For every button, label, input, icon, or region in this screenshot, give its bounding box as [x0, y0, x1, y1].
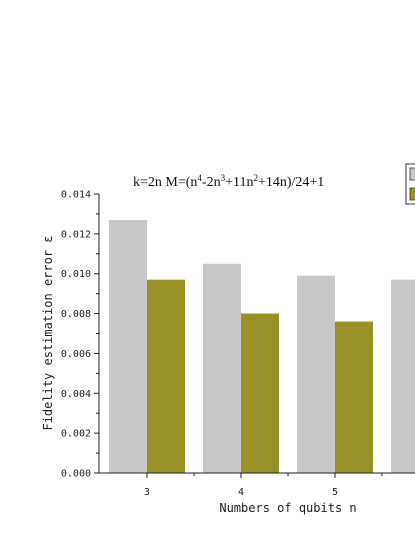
- y-tick-label: 0.004: [61, 389, 91, 400]
- legend-swatch-series-2: [409, 187, 415, 201]
- x-tick-label-n3: 3: [144, 487, 150, 498]
- y-tick-label: 0.014: [61, 190, 91, 201]
- bars-group: [109, 219, 415, 473]
- bar-series-1-n5: [297, 275, 335, 473]
- legend-box: [405, 163, 415, 205]
- y-tick-label: 0.006: [61, 349, 91, 360]
- x-axis-label: Numbers of qubits n: [219, 501, 356, 515]
- bar-series-2-n4: [241, 313, 279, 473]
- y-tick-label: 0.002: [61, 429, 91, 440]
- x-tick-label-n5: 5: [332, 487, 338, 498]
- bar-series-1-n4: [203, 263, 241, 473]
- bar-series-1-n3: [109, 219, 147, 473]
- y-tick-label: 0.012: [61, 229, 91, 240]
- y-tick-label: 0.010: [61, 269, 91, 280]
- y-axis-ticks: 0.000 0.002 0.004 0.006 0.008 0.010 0.012 0.014: [61, 190, 99, 480]
- y-tick-label: 0.000: [61, 469, 91, 480]
- bar-series-1-n6: [391, 279, 415, 473]
- x-axis-ticks: 3 4 5: [144, 473, 383, 498]
- y-tick-label: 0.008: [61, 309, 91, 320]
- legend: [405, 163, 415, 205]
- chart-title: k=2n M=(n4-2n3+11n2+14n)/24+1: [133, 173, 324, 190]
- bar-series-2-n5: [335, 321, 373, 473]
- legend-swatch-series-1: [409, 167, 415, 181]
- x-tick-label-n4: 4: [238, 487, 244, 498]
- bar-series-2-n3: [147, 279, 185, 473]
- y-axis-label: Fidelity estimation error ε: [41, 235, 55, 430]
